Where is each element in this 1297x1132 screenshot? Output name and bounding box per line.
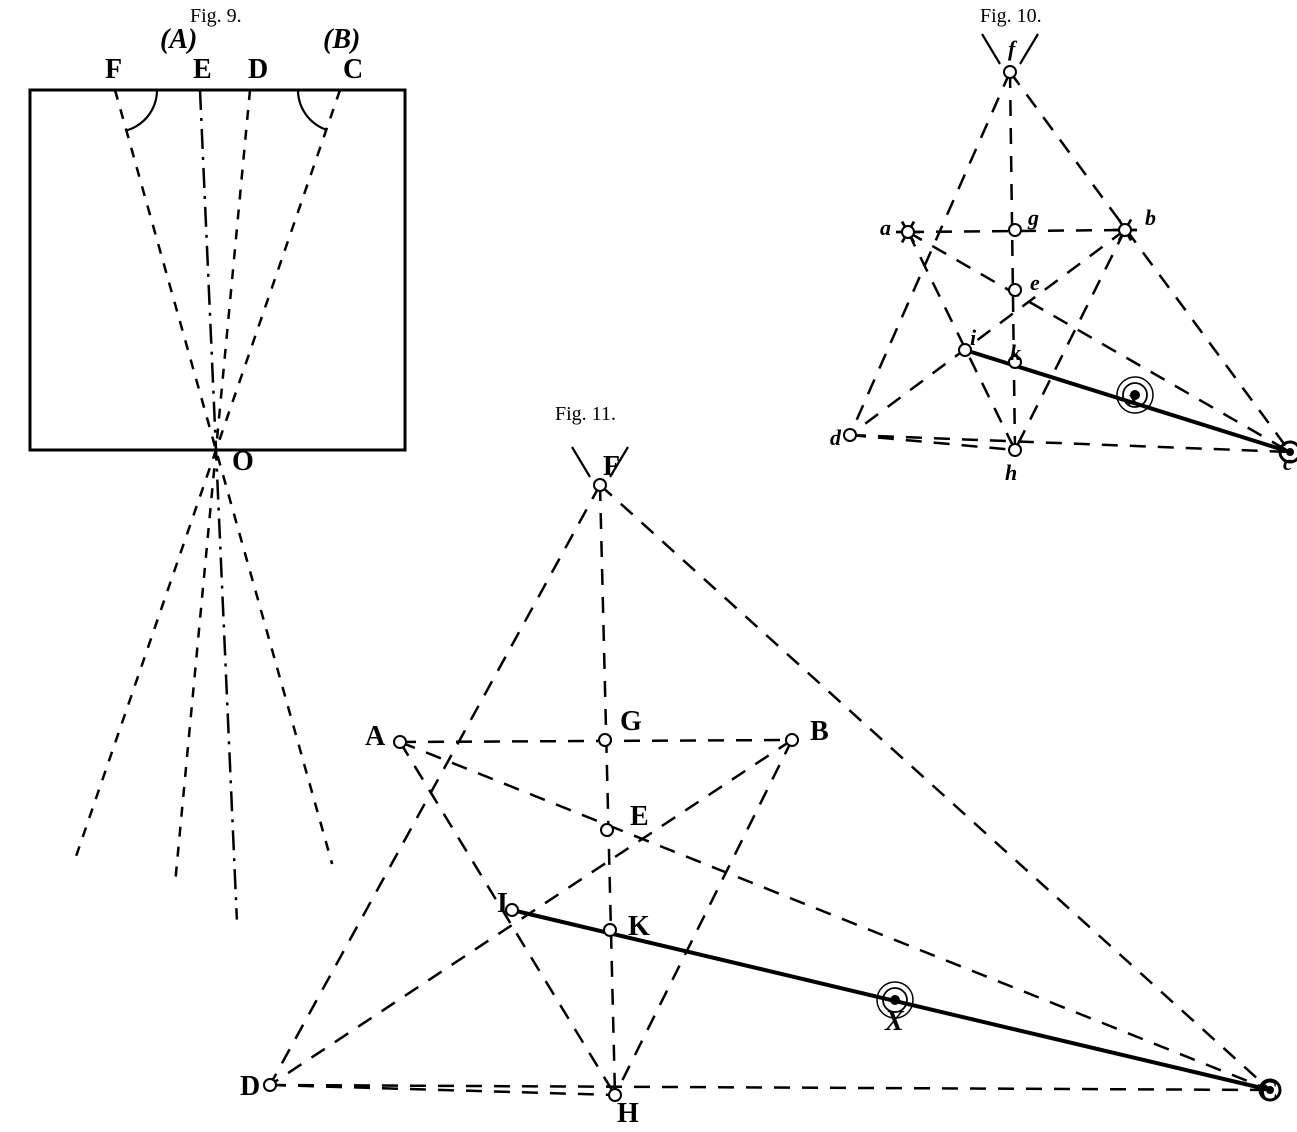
fig-11-label-C: C [1258,1076,1278,1107]
fig-11-label-I: I [497,888,508,919]
fig-10-edge-f-h [1010,72,1015,450]
fig-10-node-f [1004,66,1016,78]
fig-10-edge-a-h [908,232,1015,450]
fig-11-label-F: F [603,451,620,482]
fig9-label-O: O [232,446,254,477]
fig-11-label-K: K [628,911,650,942]
fig-11-node-K [604,924,616,936]
fig-11-label-X: X [884,1006,905,1037]
fig-10-edge-d-h [850,435,1015,450]
fig-10-label-c: c [1283,450,1293,475]
fig-10-label-b: b [1145,205,1156,230]
fig-11-label-E: E [630,801,649,832]
fig-10-label-i: i [970,325,977,350]
fig-10-label-g: g [1027,205,1039,230]
fig9-axis-E [200,90,237,920]
fig-10-edge-a-c [908,232,1290,452]
fig-11-caption: Fig. 11. [555,403,616,425]
diagram-canvas: Fig. 9.FEDCO(A)(B)Fig. 10.fabgeikdhxcFig… [0,0,1297,1132]
fig-11-node-E [601,824,613,836]
fig-10-label-d: d [830,425,842,450]
fig9-caption: Fig. 9. [190,5,242,27]
fig-11-edge-F-D [270,485,600,1085]
fig-10-node-e [1009,284,1021,296]
fig-10-label-e: e [1030,270,1040,295]
fig-10-edge-d-c [850,435,1290,452]
fig-11: Fig. 11. F A B G E I K D H C X [240,403,1280,1129]
fig-11-label-H: H [617,1098,639,1129]
fig9-label-D: D [248,54,268,85]
fig-11-edge-F-C [600,485,1270,1090]
fig-10-label-x: x [1127,385,1139,410]
fig-9: Fig. 9. F E D C O (A) (B) [30,5,405,920]
fig-10-edge-f-d [850,72,1010,435]
fig-11-label-A: A [365,721,386,752]
fig-10-label-f: f [1008,36,1018,61]
fig-11-node-D [264,1079,276,1091]
fig-10-star-a [896,222,920,243]
fig9-ray-C [76,90,340,857]
fig-11-label-G: G [620,706,642,737]
fig-11-label-B: B [810,716,829,747]
fig-10-node-d [844,429,856,441]
fig9-label-F: F [105,54,122,85]
fig9-frame [30,90,405,450]
fig-11-label-D: D [240,1071,260,1102]
fig-10: Fig. 10. f a b g e i k d h x c [830,5,1297,485]
fig-10-node-h [1009,444,1021,456]
fig-11-node-G [599,734,611,746]
fig9-label-E: E [193,54,212,85]
fig-10-edge-b-h [1015,230,1125,450]
fig9-ray-D [176,90,250,878]
fig-10-node-g [1009,224,1021,236]
fig-10-label-k: k [1010,340,1021,365]
fig-10-label-a: a [880,215,891,240]
fig9-label-C: C [343,54,363,85]
fig-11-node-B [786,734,798,746]
fig-11-edge-F-H [600,485,615,1095]
fig-10-label-h: h [1005,460,1017,485]
fig-10-caption: Fig. 10. [980,5,1042,27]
fig-10-edge-f-c [1010,72,1290,452]
fig9-label-A: (A) [160,24,197,55]
fig9-label-B: (B) [323,24,360,55]
fig-11-node-A [394,736,406,748]
